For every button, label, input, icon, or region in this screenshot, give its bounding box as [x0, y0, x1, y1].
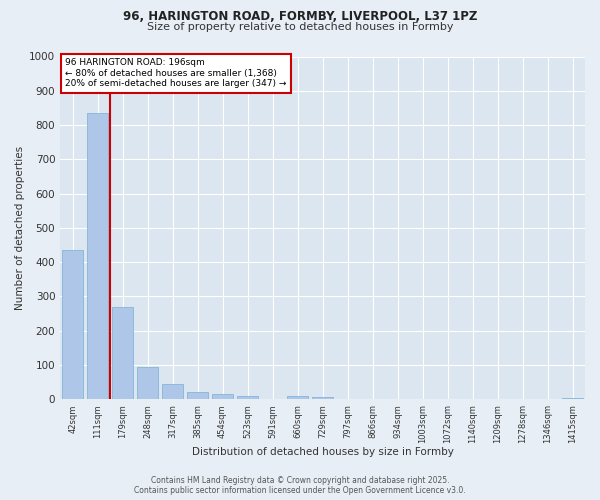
Bar: [312, 397, 333, 400]
Bar: [162, 384, 183, 400]
Bar: [87, 113, 108, 400]
Bar: [112, 308, 133, 400]
Text: Contains HM Land Registry data © Crown copyright and database right 2025.
Contai: Contains HM Land Registry data © Crown c…: [134, 476, 466, 495]
Text: 96 HARINGTON ROAD: 196sqm
← 80% of detached houses are smaller (1,368)
20% of se: 96 HARINGTON ROAD: 196sqm ← 80% of detac…: [65, 58, 287, 88]
Bar: [187, 392, 208, 400]
Y-axis label: Number of detached properties: Number of detached properties: [15, 146, 25, 310]
Bar: [337, 398, 358, 400]
Text: 96, HARINGTON ROAD, FORMBY, LIVERPOOL, L37 1PZ: 96, HARINGTON ROAD, FORMBY, LIVERPOOL, L…: [123, 10, 477, 23]
Bar: [237, 396, 258, 400]
Bar: [62, 250, 83, 400]
Bar: [212, 394, 233, 400]
Bar: [562, 398, 583, 400]
Text: Size of property relative to detached houses in Formby: Size of property relative to detached ho…: [147, 22, 453, 32]
Bar: [137, 367, 158, 400]
X-axis label: Distribution of detached houses by size in Formby: Distribution of detached houses by size …: [191, 448, 454, 458]
Bar: [362, 398, 383, 400]
Bar: [287, 396, 308, 400]
